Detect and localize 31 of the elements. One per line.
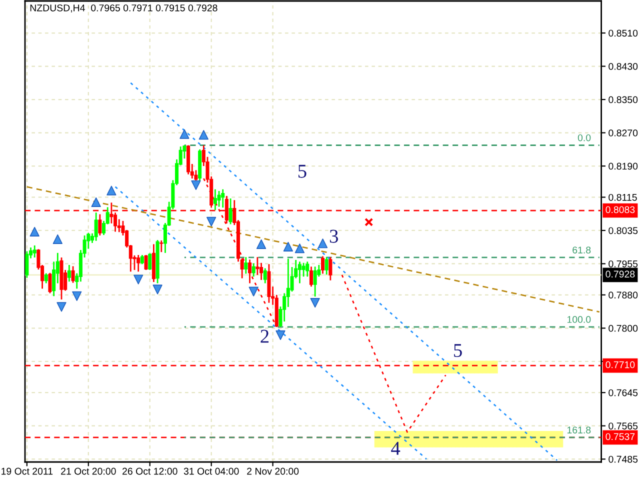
x-tick-label: 2 Nov 20:00 [247,468,299,475]
y-tick-label: 0.7485 [608,456,638,463]
x-tick-label: 21 Oct 20:00 [61,468,116,475]
ref-line-label: 0.7710 [606,361,635,368]
annotation: 3 [330,230,338,243]
ref-line-label: 0.7928 [606,270,635,278]
y-tick-label: 0.7645 [608,389,638,396]
annotation: 2 [260,330,269,343]
x-tick-label: 31 Oct 04:00 [184,468,239,475]
y-tick-label: 0.8270 [608,130,638,136]
series-label: 61.8 [572,246,591,254]
series-label: 0.0 [578,134,591,142]
y-tick-label: 0.8510 [608,30,638,37]
y-tick-label: 0.7565 [608,422,638,430]
ref-line-label: 0.8083 [606,206,635,214]
y-tick-label: 0.7800 [608,324,638,332]
ref-line-label: 0.7537 [606,433,635,440]
chart-title: NZDUSD,H4 0.7965 0.7971 0.7915 0.7928 [30,4,218,13]
y-tick-label: 0.8350 [608,96,638,104]
series-label: 100.0 [567,316,591,323]
y-tick-label: 0.8190 [608,162,638,170]
y-tick-label: 0.7955 [608,260,638,268]
x-tick-label: 19 Oct 2011 [2,468,53,475]
y-tick-label: 0.7880 [608,292,638,299]
y-tick-label: 0.8115 [608,194,637,201]
annotation: 5 [298,164,306,178]
x-tick-label: 26 Oct 12:00 [122,468,178,475]
annotation: 5 [454,344,462,358]
series-label: 161.8 [567,426,591,434]
y-tick-label: 0.8430 [608,62,638,70]
y-tick-label: 0.8035 [608,227,638,234]
